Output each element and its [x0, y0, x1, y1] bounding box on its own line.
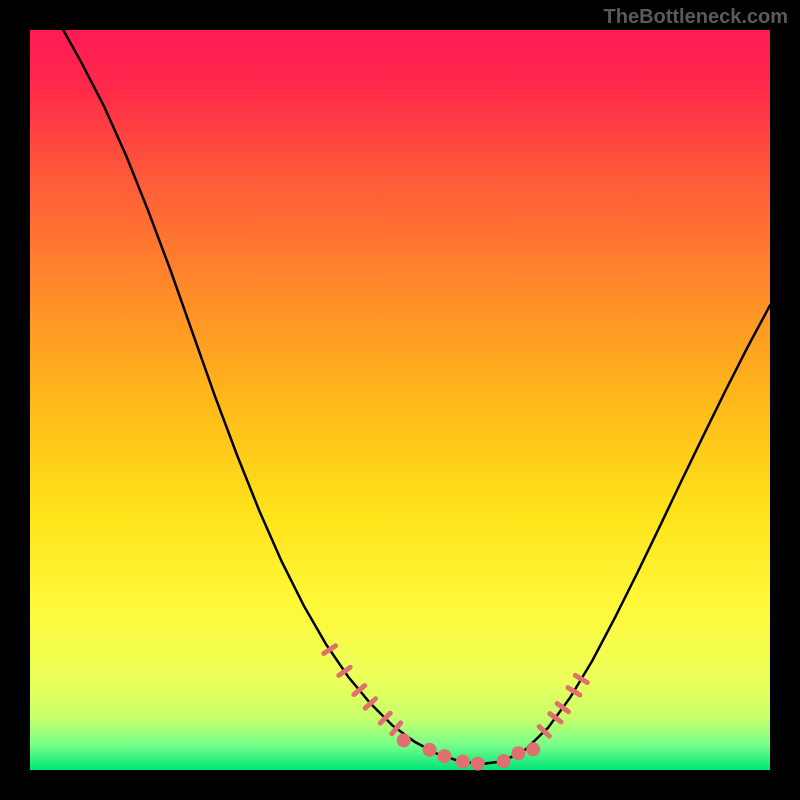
curve-tick	[550, 714, 561, 722]
chart-frame	[30, 30, 770, 770]
bottleneck-curve	[63, 30, 770, 764]
curve-dot	[471, 757, 485, 771]
chart-svg-layer	[30, 30, 770, 770]
curve-dot	[526, 742, 540, 756]
curve-tick	[575, 675, 587, 682]
curve-dot	[511, 746, 525, 760]
curve-dot	[423, 743, 437, 757]
curve-tick	[557, 703, 568, 711]
curve-tick	[568, 688, 580, 695]
curve-tick	[324, 646, 336, 654]
curve-dot	[397, 733, 411, 747]
curve-dot	[437, 749, 451, 763]
curve-dot	[497, 754, 511, 768]
watermark-text: TheBottleneck.com	[604, 6, 788, 29]
curve-tick	[339, 667, 350, 675]
curve-dot	[456, 755, 470, 769]
